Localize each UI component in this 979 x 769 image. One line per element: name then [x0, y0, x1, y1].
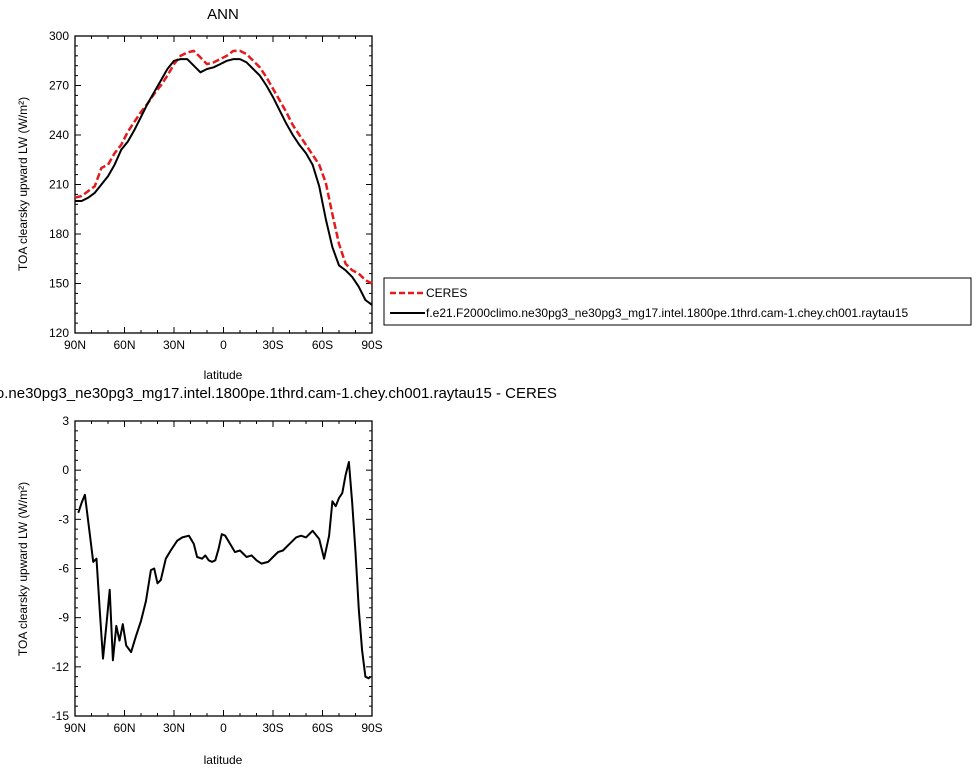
top-panel-xlabel: latitude [204, 368, 243, 382]
bottom-panel-lines [77, 461, 372, 680]
y-tick-label: 210 [49, 178, 69, 192]
y-tick-label: 3 [62, 414, 69, 428]
x-tick-label: 30N [163, 338, 185, 352]
y-tick-label: -3 [58, 512, 69, 526]
y-tick-label: 270 [49, 79, 69, 93]
x-tick-label: 0 [220, 721, 227, 735]
series-line-ceres [74, 49, 373, 285]
plot-frame [74, 420, 373, 717]
y-tick-label: 120 [49, 326, 69, 340]
series-line-model [77, 461, 372, 680]
x-tick-label: 90N [64, 338, 86, 352]
x-tick-label: 60S [312, 338, 333, 352]
x-tick-label: 90S [361, 338, 382, 352]
legend-label-model: f.e21.F2000climo.ne30pg3_ne30pg3_mg17.in… [426, 306, 908, 320]
x-tick-label: 30S [262, 338, 283, 352]
top-panel-ylabel: TOA clearsky upward LW (W/m²) [16, 97, 30, 271]
top-panel-axes: 90N 60N 30N 0 30S 60S 90S 120 150 180 210 240 270 300 [49, 29, 383, 352]
top-panel-lines [74, 49, 373, 306]
top-panel-title: ANN [207, 6, 239, 23]
y-tick-label: 240 [49, 128, 69, 142]
y-tick-label: 300 [49, 29, 69, 43]
x-tick-label: 30N [163, 721, 185, 735]
legend-box [383, 277, 972, 326]
x-tick-label: 60N [113, 338, 135, 352]
y-tick-label: -6 [58, 562, 69, 576]
legend-label-ceres: CERES [426, 286, 467, 300]
bottom-panel-ylabel: TOA clearsky upward LW (W/m²) [16, 482, 30, 656]
y-tick-label: 0 [62, 463, 69, 477]
y-tick-label: -12 [52, 660, 70, 674]
y-tick-label: 150 [49, 277, 69, 291]
y-tick-label: -15 [52, 709, 70, 723]
bottom-panel-axes: 90N 60N 30N 0 30S 60S 90S -15 -12 -9 -6 -3 0 3 [52, 414, 383, 735]
plot-frame [74, 35, 373, 334]
legend: CERES f.e21.F2000climo.ne30pg3_ne30pg3_m… [383, 277, 972, 326]
x-tick-label: 90S [361, 721, 382, 735]
x-tick-label: 90N [64, 721, 86, 735]
x-tick-label: 30S [262, 721, 283, 735]
y-tick-label: -9 [58, 611, 69, 625]
x-tick-label: 60N [113, 721, 135, 735]
x-tick-label: 60S [312, 721, 333, 735]
x-tick-label: 0 [220, 338, 227, 352]
top-panel: ANN 90N 60N 30N 0 30S 60S 90S 120 150 180 210 240 27… [16, 6, 383, 382]
series-line-model [75, 58, 373, 306]
bottom-panel: f.e21.F2000climo.ne30pg3_ne30pg3_mg17.in… [0, 385, 557, 767]
bottom-panel-xlabel: latitude [204, 753, 243, 767]
bottom-panel-title: f.e21.F2000climo.ne30pg3_ne30pg3_mg17.in… [0, 385, 557, 402]
y-tick-label: 180 [49, 227, 69, 241]
